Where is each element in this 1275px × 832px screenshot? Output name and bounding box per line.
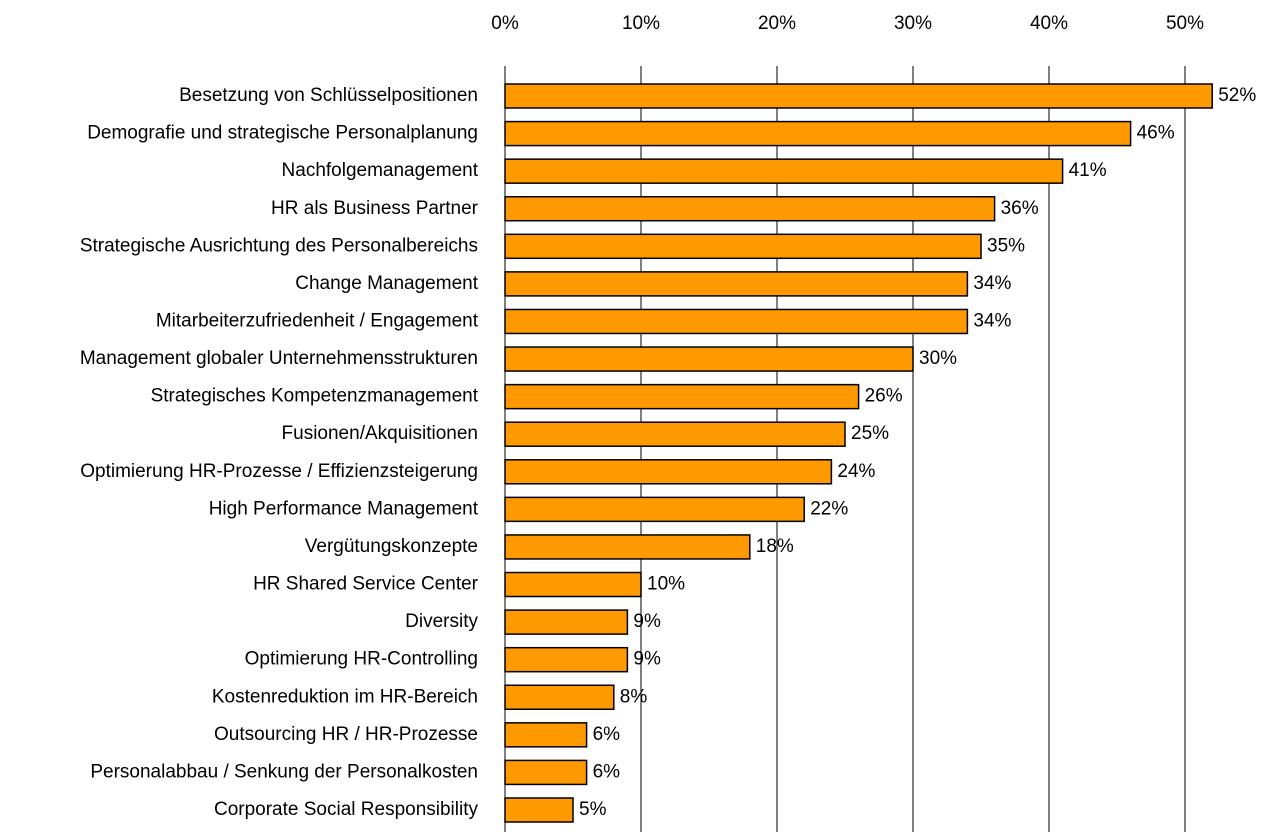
- y-tick-label: Kostenreduktion im HR-Bereich: [212, 686, 478, 707]
- data-label: 24%: [837, 461, 875, 482]
- y-tick-label: HR als Business Partner: [271, 198, 479, 219]
- x-tick-label: 30%: [894, 13, 932, 34]
- data-label: 25%: [851, 423, 889, 444]
- y-tick-label: Diversity: [405, 611, 478, 632]
- y-tick-label: Personalabbau / Senkung der Personalkost…: [90, 761, 478, 782]
- bar: [504, 534, 751, 560]
- data-label: 34%: [973, 273, 1011, 294]
- bar: [504, 759, 588, 786]
- data-label: 36%: [1001, 198, 1039, 219]
- data-label: 34%: [973, 310, 1011, 331]
- y-tick-label: Vergütungskonzepte: [305, 536, 478, 557]
- y-tick-label: Fusionen/Akquisitionen: [282, 423, 478, 444]
- y-tick-label: Corporate Social Responsibility: [214, 799, 479, 820]
- data-label: 6%: [593, 761, 621, 782]
- data-label: 26%: [865, 386, 903, 407]
- y-tick-label: Strategisches Kompetenzmanagement: [151, 386, 479, 407]
- y-tick-label: Demografie und strategische Personalplan…: [87, 123, 478, 144]
- bar: [504, 421, 846, 447]
- data-label: 6%: [593, 724, 621, 745]
- y-tick-label: Change Management: [295, 273, 478, 294]
- bar: [504, 158, 1064, 184]
- bar: [504, 195, 996, 222]
- y-tick-label: Outsourcing HR / HR-Prozesse: [214, 724, 478, 745]
- bar: [504, 571, 642, 598]
- y-tick-label: Strategische Ausrichtung des Personalber…: [80, 235, 478, 256]
- y-tick-label: Nachfolgemanagement: [282, 160, 479, 181]
- bar: [504, 797, 574, 823]
- x-tick-label: 40%: [1030, 13, 1068, 34]
- bar: [504, 684, 615, 711]
- x-tick-label: 50%: [1166, 13, 1204, 34]
- y-tick-label: Mitarbeiterzufriedenheit / Engagement: [156, 310, 479, 331]
- bar: [504, 609, 629, 635]
- y-tick-label: Optimierung HR-Controlling: [245, 649, 478, 670]
- data-label: 46%: [1137, 123, 1175, 144]
- data-label: 22%: [810, 498, 848, 519]
- x-tick-label: 0%: [491, 13, 519, 34]
- y-tick-label: Optimierung HR-Prozesse / Effizienzsteig…: [80, 461, 478, 482]
- y-tick-label: HR Shared Service Center: [253, 574, 479, 595]
- bar: [504, 496, 805, 523]
- data-label: 9%: [633, 649, 661, 670]
- data-label: 18%: [756, 536, 794, 557]
- y-tick-label: High Performance Management: [209, 498, 479, 519]
- x-tick-label: 10%: [622, 13, 660, 34]
- data-label: 9%: [633, 611, 661, 632]
- x-tick-label: 20%: [758, 13, 796, 34]
- y-tick-label: Management globaler Unternehmensstruktur…: [80, 348, 478, 369]
- bar: [504, 83, 1213, 109]
- bar: [504, 346, 914, 372]
- bar: [504, 722, 588, 748]
- data-label: 10%: [647, 574, 685, 595]
- bar: [504, 233, 982, 260]
- data-label: 52%: [1218, 85, 1256, 106]
- data-label: 5%: [579, 799, 607, 820]
- bar: [504, 459, 833, 485]
- y-tick-label: Besetzung von Schlüsselpositionen: [179, 85, 478, 106]
- data-label: 30%: [919, 348, 957, 369]
- bar: [504, 120, 1132, 147]
- data-label: 8%: [620, 686, 648, 707]
- bar: [504, 271, 969, 297]
- bar: [504, 646, 629, 673]
- bar: [504, 383, 860, 410]
- data-label: 41%: [1069, 160, 1107, 181]
- bar: [504, 308, 969, 335]
- data-label: 35%: [987, 235, 1025, 256]
